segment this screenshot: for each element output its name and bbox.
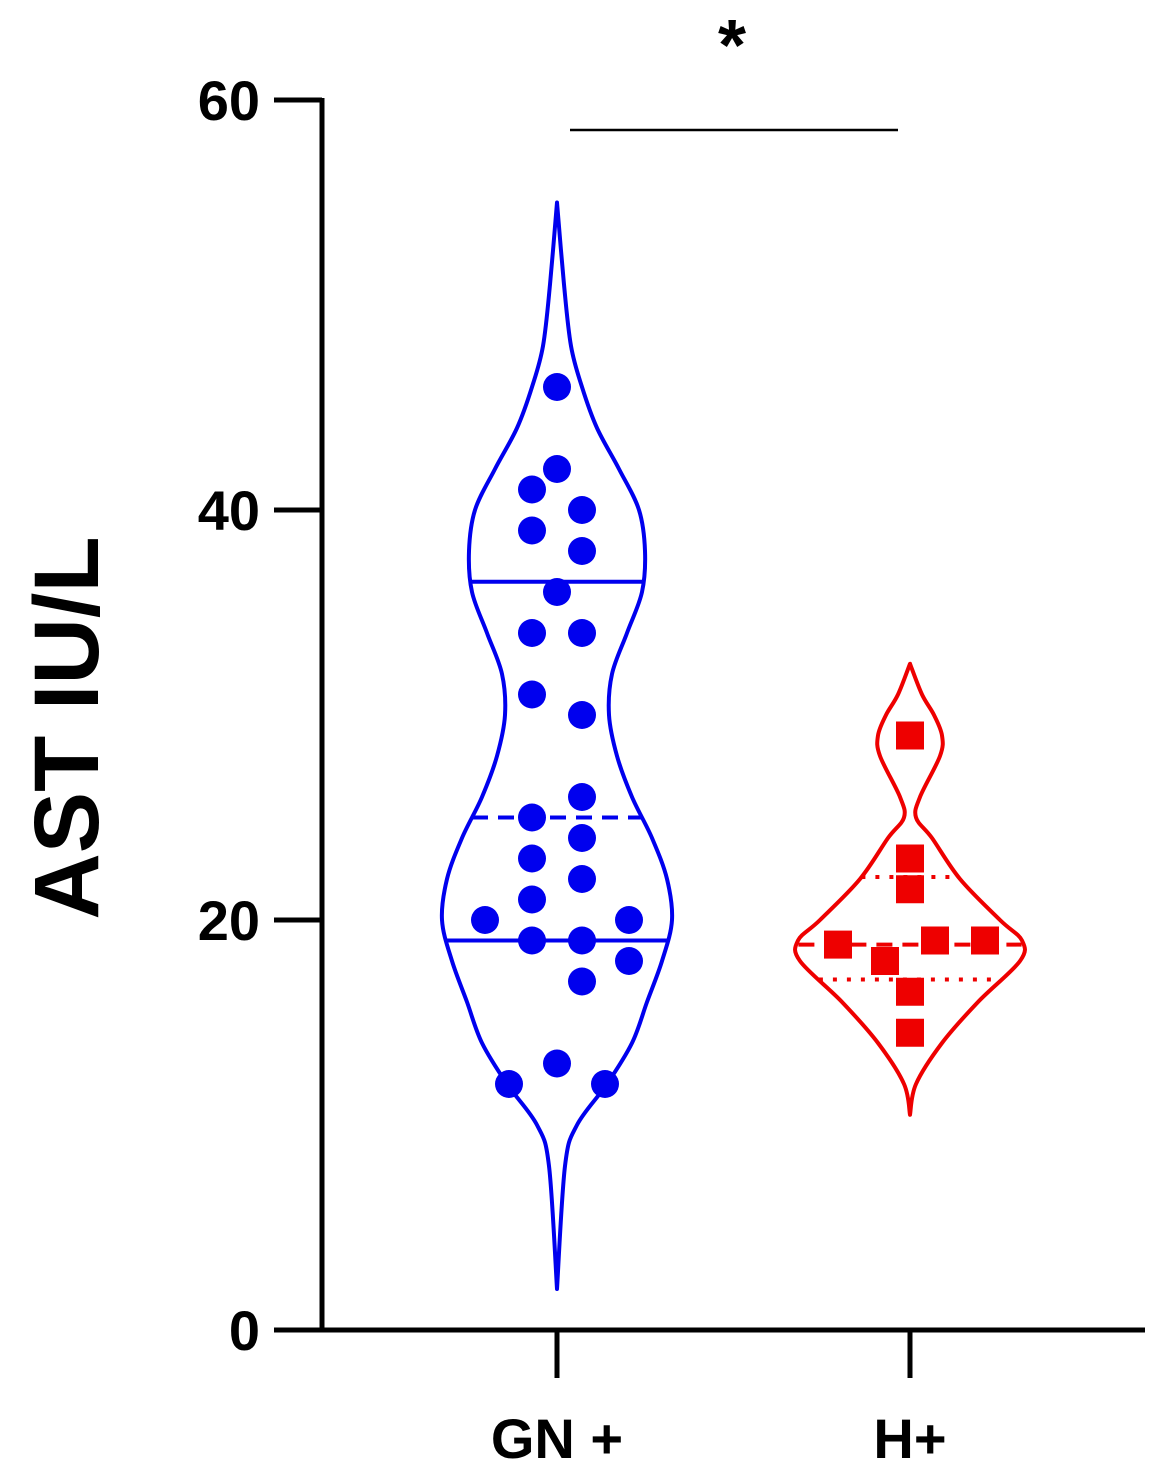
data-point-gn <box>568 926 596 955</box>
data-point-gn <box>518 516 546 545</box>
data-point-gn <box>518 803 546 832</box>
data-point-gn <box>568 967 596 996</box>
data-point-gn <box>518 844 546 873</box>
y-tick-label: 40 <box>198 479 260 542</box>
data-point-gn <box>518 926 546 955</box>
y-axis-title: AST IU/L <box>16 536 118 919</box>
y-tick-label: 60 <box>198 69 260 132</box>
y-tick-label: 20 <box>198 889 260 952</box>
data-point-gn <box>518 680 546 709</box>
data-point-gn <box>615 947 643 975</box>
significance-star: * <box>718 6 746 86</box>
data-point-h <box>896 1018 924 1047</box>
data-point-h <box>896 721 924 750</box>
data-point-gn <box>518 619 546 647</box>
data-point-gn <box>568 824 596 852</box>
data-point-h <box>896 844 924 873</box>
data-point-gn <box>615 906 643 934</box>
data-point-gn <box>543 373 571 401</box>
data-point-h <box>871 947 899 975</box>
y-tick-label: 0 <box>229 1299 260 1362</box>
violin-h <box>793 661 1027 1117</box>
data-point-h <box>896 875 924 904</box>
data-point-gn <box>568 496 596 524</box>
data-point-h <box>824 930 852 959</box>
data-point-gn <box>543 455 571 483</box>
violin-gn <box>439 200 675 1291</box>
data-point-gn <box>471 906 499 934</box>
data-point-gn <box>518 885 546 914</box>
x-tick-label: GN + <box>491 1407 623 1470</box>
data-point-gn <box>568 619 596 647</box>
axes: 0 20 40 60 GN + H+ <box>198 69 1145 1470</box>
data-point-gn <box>543 578 571 606</box>
data-point-gn <box>568 783 596 811</box>
data-point-gn <box>495 1070 523 1098</box>
data-point-gn <box>568 701 596 729</box>
significance-annotation: * <box>570 6 898 132</box>
data-point-gn <box>568 865 596 893</box>
data-point-h <box>971 926 999 955</box>
data-point-h <box>921 926 949 955</box>
data-point-h <box>896 977 924 1006</box>
data-point-gn <box>591 1070 619 1098</box>
data-point-gn <box>568 537 596 565</box>
violins <box>439 200 1027 1291</box>
x-tick-label: H+ <box>873 1407 946 1470</box>
data-points <box>471 373 999 1098</box>
data-point-gn <box>518 475 546 504</box>
data-point-gn <box>543 1049 571 1078</box>
